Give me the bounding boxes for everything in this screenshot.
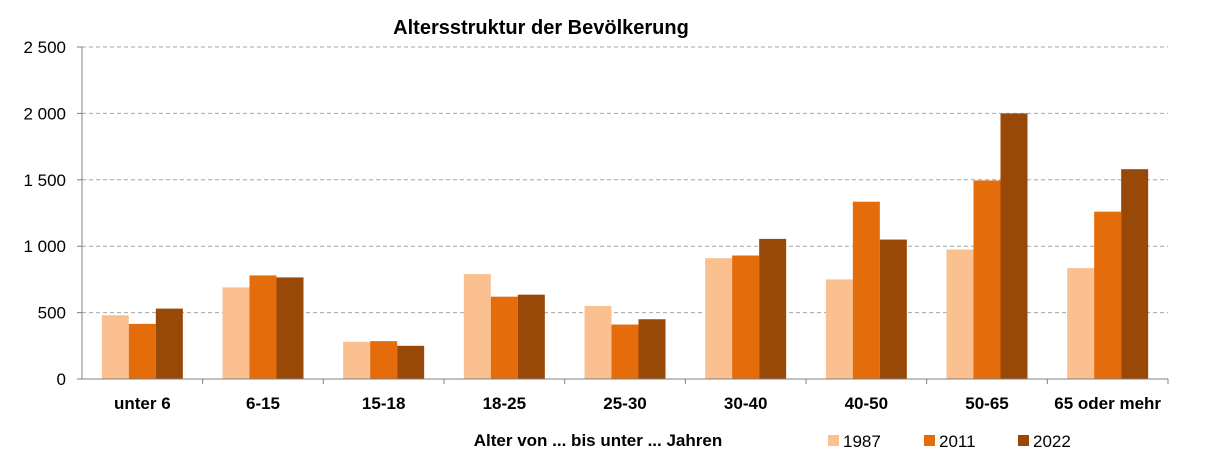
x-axis-label: Alter von ... bis unter ... Jahren xyxy=(474,431,722,450)
x-axis-ticks: unter 6 6-15 15-18 18-25 25-30 30-40 40-50 50-6… xyxy=(114,379,1169,413)
legend-swatch-2011 xyxy=(924,435,935,446)
y-tick-label: 0 xyxy=(57,370,66,389)
bar-2011-6-15 xyxy=(249,275,277,379)
y-tick-label: 500 xyxy=(38,304,66,323)
bar-1987-15-18 xyxy=(343,341,371,379)
bar-1987-65-oder-mehr xyxy=(1067,268,1095,379)
bar-2011-30-40 xyxy=(732,255,760,379)
bar-1987-40-50 xyxy=(825,279,853,379)
legend-label-1987: 1987 xyxy=(843,432,881,451)
bar-2011-unter-6 xyxy=(128,323,156,379)
legend-swatch-1987 xyxy=(828,435,839,446)
y-tick-label: 1 000 xyxy=(23,237,66,256)
bar-1987-50-65 xyxy=(946,249,974,379)
bar-2022-unter-6 xyxy=(155,308,183,379)
bar-2011-25-30 xyxy=(611,324,639,379)
bar-1987-30-40 xyxy=(705,258,733,379)
bar-1987-18-25 xyxy=(463,274,491,379)
bar-2022-50-65 xyxy=(1000,113,1028,380)
y-tick-label: 2 000 xyxy=(23,104,66,123)
legend: 1987 2011 2022 xyxy=(828,432,1071,451)
bar-2022-6-15 xyxy=(276,277,304,379)
bar-2022-15-18 xyxy=(397,345,425,379)
chart-title: Altersstruktur der Bevölkerung xyxy=(393,17,689,39)
legend-label-2011: 2011 xyxy=(939,432,976,451)
bars xyxy=(101,113,1149,380)
x-tick-label: 40-50 xyxy=(845,394,888,413)
bar-2011-65-oder-mehr xyxy=(1094,211,1122,379)
y-axis-ticks: 0 500 1 000 1 500 2 000 2 500 xyxy=(23,38,82,389)
x-tick-label: 15-18 xyxy=(362,394,405,413)
x-tick-label: 50-65 xyxy=(965,394,1008,413)
bar-1987-25-30 xyxy=(584,305,612,379)
x-tick-label: 18-25 xyxy=(483,394,526,413)
bar-2011-50-65 xyxy=(973,180,1001,379)
bar-1987-6-15 xyxy=(222,287,250,379)
bar-2022-40-50 xyxy=(879,239,907,379)
bar-2022-18-25 xyxy=(517,294,545,379)
y-tick-label: 2 500 xyxy=(23,38,66,57)
bar-2022-30-40 xyxy=(759,238,787,379)
bar-2011-18-25 xyxy=(490,296,518,379)
bar-1987-unter-6 xyxy=(101,315,129,379)
bar-2011-40-50 xyxy=(852,201,880,379)
legend-swatch-2022 xyxy=(1018,435,1029,446)
x-tick-label: 25-30 xyxy=(603,394,646,413)
bar-2011-15-18 xyxy=(370,341,398,379)
bar-2022-25-30 xyxy=(638,319,666,379)
x-tick-label: 30-40 xyxy=(724,394,767,413)
y-tick-label: 1 500 xyxy=(23,171,66,190)
x-tick-label: 6-15 xyxy=(246,394,280,413)
legend-label-2022: 2022 xyxy=(1033,432,1071,451)
x-tick-label: unter 6 xyxy=(114,394,171,413)
x-tick-label: 65 oder mehr xyxy=(1054,394,1161,413)
bar-2022-65-oder-mehr xyxy=(1121,169,1149,379)
